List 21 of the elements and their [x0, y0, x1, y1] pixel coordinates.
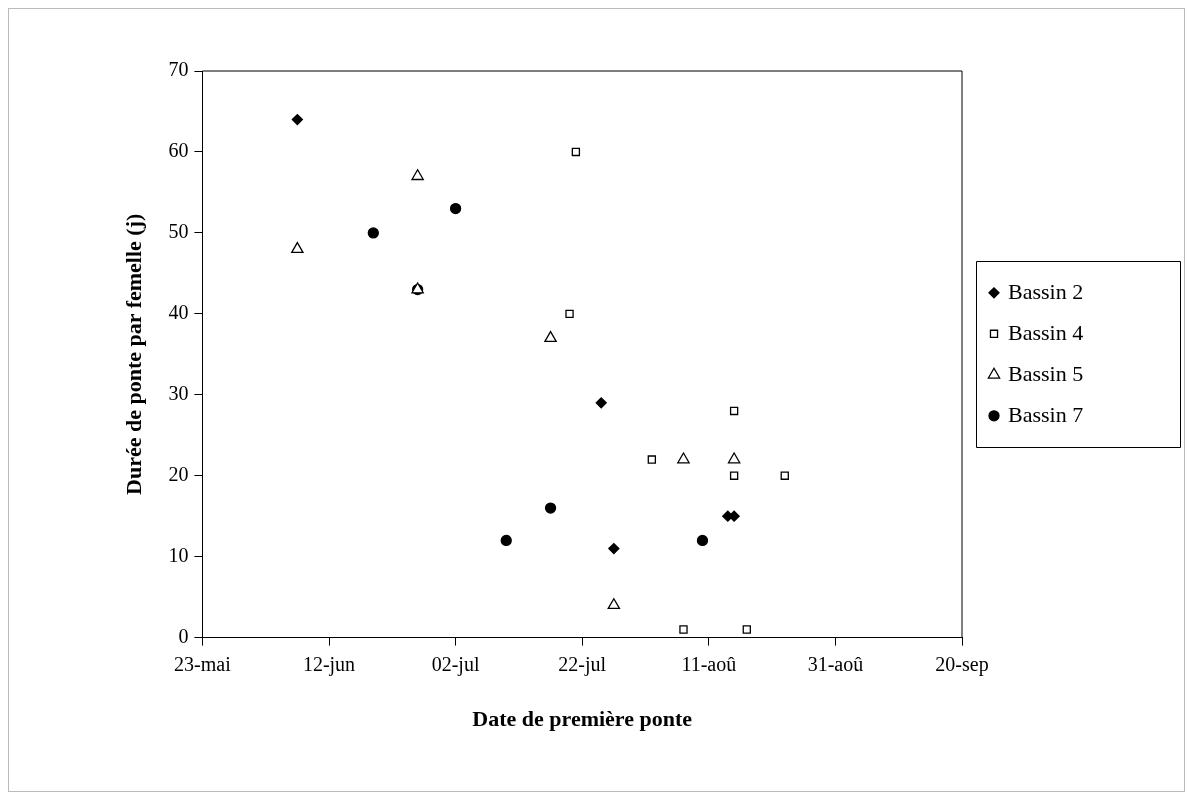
legend-label: Bassin 5 — [1008, 360, 1084, 386]
x-tick-label: 31-aoû — [807, 652, 864, 675]
y-tick-label: 40 — [168, 301, 189, 324]
y-tick-label: 60 — [168, 139, 189, 162]
y-tick-label: 50 — [168, 220, 189, 243]
x-tick-label: 22-jul — [558, 652, 607, 676]
x-tick-label: 12-jun — [302, 652, 356, 676]
y-tick-label: 70 — [168, 58, 189, 81]
legend-label: Bassin 2 — [1008, 278, 1084, 304]
y-tick-label: 10 — [168, 543, 189, 566]
x-tick-label: 20-sep — [935, 652, 989, 676]
y-tick-label: 0 — [178, 624, 189, 647]
legend-label: Bassin 7 — [1008, 401, 1084, 427]
y-tick-label: 20 — [168, 462, 189, 485]
y-tick-label: 30 — [168, 382, 189, 405]
legend-label: Bassin 4 — [1008, 319, 1084, 345]
x-tick-label: 11-aoû — [681, 652, 737, 675]
x-axis-title: Date de première ponte — [472, 706, 693, 732]
x-tick-label: 02-jul — [431, 652, 480, 676]
y-axis-title: Durée de ponte par femelle (j) — [120, 213, 146, 495]
x-tick-label: 23-mai — [174, 652, 232, 675]
